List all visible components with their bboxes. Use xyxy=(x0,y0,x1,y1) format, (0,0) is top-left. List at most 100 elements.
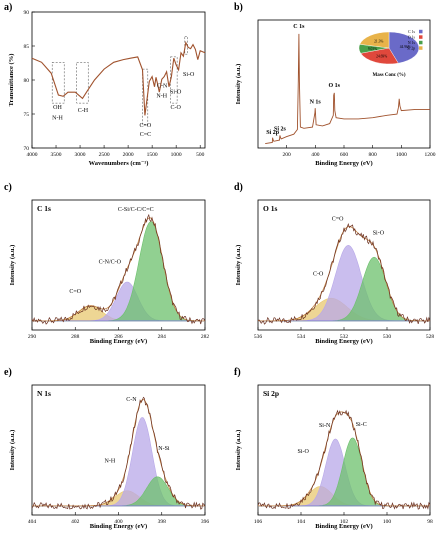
chart-ftir: a) Wavenumbers (cm⁻¹) Transmittance (%) 400… xyxy=(4,2,206,167)
ftir-spectrum-line xyxy=(31,40,206,116)
band-annotation: Si-O xyxy=(170,90,182,96)
x-tick-label: 500 xyxy=(196,152,205,158)
panel-label: d) xyxy=(234,182,243,193)
band-annotation: C-H xyxy=(78,108,89,114)
peak-annotation: Si-O xyxy=(373,231,385,237)
peak-annotation: C=O xyxy=(332,217,344,223)
x-axis-label: Binding Energy (eV) xyxy=(315,160,372,167)
fit-envelope-line xyxy=(32,398,205,507)
x-tick-label: 396 xyxy=(201,519,210,525)
pie-slice-label: 44.96% xyxy=(400,45,411,49)
band-annotation: C-N xyxy=(157,83,168,89)
x-axis-label: Binding Energy (eV) xyxy=(90,338,147,345)
peak-annotation: N-H xyxy=(105,459,116,465)
band-annotation: OH xyxy=(53,105,62,111)
x-tick-label: 530 xyxy=(383,334,392,340)
chart-xps-f: f) Binding Energy (eV) Intensity (a.u.) 106… xyxy=(234,367,433,530)
pie-legend-label: N 1s xyxy=(408,41,416,45)
x-tick-label: 402 xyxy=(71,519,80,525)
pie-slice-label: 9.05% xyxy=(368,47,377,51)
x-tick-label: 106 xyxy=(254,519,263,525)
chart-xps-e: e) Binding Energy (eV) Intensity (a.u.) 404… xyxy=(4,367,209,530)
chart-xps-d: d) Binding Energy (eV) Intensity (a.u.) 536… xyxy=(234,182,434,345)
x-tick-label: 1200 xyxy=(425,152,436,158)
x-tick-label: 3000 xyxy=(75,152,86,158)
peak-annotation: C-O xyxy=(313,272,324,278)
peak-label: C 1s xyxy=(293,24,305,30)
fit-component-area xyxy=(32,417,205,507)
plot-frame xyxy=(31,11,206,149)
fit-component-area xyxy=(258,437,430,507)
chart-xps-c: c) Binding Energy (eV) Intensity (a.u.) 290… xyxy=(4,182,209,345)
panel-label: c) xyxy=(4,182,12,193)
peak-annotation: Si-N xyxy=(319,423,331,429)
panel-label: f) xyxy=(234,367,241,378)
peak-annotation: Si-C xyxy=(356,422,367,428)
pie-legend-swatch xyxy=(419,29,423,34)
fit-component-area xyxy=(258,244,430,322)
x-tick-label: 1000 xyxy=(171,152,182,158)
band-annotation: N-H xyxy=(156,94,167,100)
fit-envelope-line xyxy=(258,226,430,322)
band-highlight-box xyxy=(51,62,65,104)
panel-label: b) xyxy=(234,2,243,13)
y-axis-label: Intensity (a.u.) xyxy=(235,430,242,471)
pie-slice xyxy=(359,31,390,49)
y-axis-label: Intensity (a.u.) xyxy=(9,245,16,286)
band-annotation: C-O xyxy=(171,105,182,111)
chart-xps-survey: b) Binding Energy (eV) Intensity (a.u.) 200… xyxy=(234,2,436,167)
x-tick-label: 404 xyxy=(28,519,37,525)
band-annotation: C=O xyxy=(140,123,152,129)
x-tick-label: 534 xyxy=(297,334,306,340)
x-axis-label: Wavenumbers (cm⁻¹) xyxy=(89,160,149,167)
raw-data-line xyxy=(257,409,431,510)
x-tick-label: 800 xyxy=(369,152,378,158)
x-tick-label: 1500 xyxy=(147,152,158,158)
y-axis-label: Intensity (a.u.) xyxy=(235,64,242,105)
panel-label: e) xyxy=(4,367,12,378)
x-axis-label: Binding Energy (eV) xyxy=(315,523,372,530)
x-tick-label: 102 xyxy=(340,519,349,525)
band-highlight-box xyxy=(76,62,89,104)
y-tick-label: 80 xyxy=(24,78,30,84)
x-axis-label: Binding Energy (eV) xyxy=(315,338,372,345)
band-annotation: C=C xyxy=(140,132,151,138)
x-tick-label: 400 xyxy=(114,519,123,525)
band-annotation: Si-O xyxy=(183,72,195,78)
y-tick-label: 75 xyxy=(24,112,30,118)
peak-annotation: C-N/C-O xyxy=(99,260,122,266)
pie-title: Mass Conc (%) xyxy=(372,73,405,78)
y-tick-label: 90 xyxy=(24,10,30,16)
survey-spectrum-line xyxy=(265,33,430,145)
x-tick-label: 200 xyxy=(283,152,292,158)
y-tick-label: 85 xyxy=(24,44,30,50)
raw-data-line xyxy=(31,396,206,510)
peak-annotation: C-N xyxy=(126,397,137,403)
x-tick-label: 528 xyxy=(426,334,435,340)
pie-legend-swatch xyxy=(419,40,423,45)
spectrum-title: N 1s xyxy=(37,389,51,398)
pie-slice-label: 24.69% xyxy=(376,54,387,58)
x-axis-label: Binding Energy (eV) xyxy=(90,523,147,530)
x-tick-label: 284 xyxy=(158,334,167,340)
peak-label: Si 2p xyxy=(266,130,280,136)
pie-legend-swatch xyxy=(419,46,423,50)
x-tick-label: 536 xyxy=(254,334,263,340)
x-tick-label: 286 xyxy=(114,334,123,340)
spectrum-title: C 1s xyxy=(37,204,51,213)
raw-data-line xyxy=(31,213,206,325)
spectrum-title: Si 2p xyxy=(263,389,279,398)
fit-envelope-line xyxy=(32,217,205,322)
x-tick-label: 98 xyxy=(427,519,433,525)
pie-legend-label: Si 2p xyxy=(407,47,415,51)
peak-annotation: C=O xyxy=(69,289,81,295)
x-tick-label: 290 xyxy=(28,334,37,340)
y-axis-label: Intensity (a.u.) xyxy=(9,430,16,471)
y-axis-label: Intensity (a.u.) xyxy=(235,245,242,286)
pie-legend-swatch xyxy=(419,35,423,39)
y-axis-label: Transmittance (%) xyxy=(8,54,15,107)
x-tick-label: 3500 xyxy=(51,152,62,158)
band-annotation: N-H xyxy=(52,115,63,121)
